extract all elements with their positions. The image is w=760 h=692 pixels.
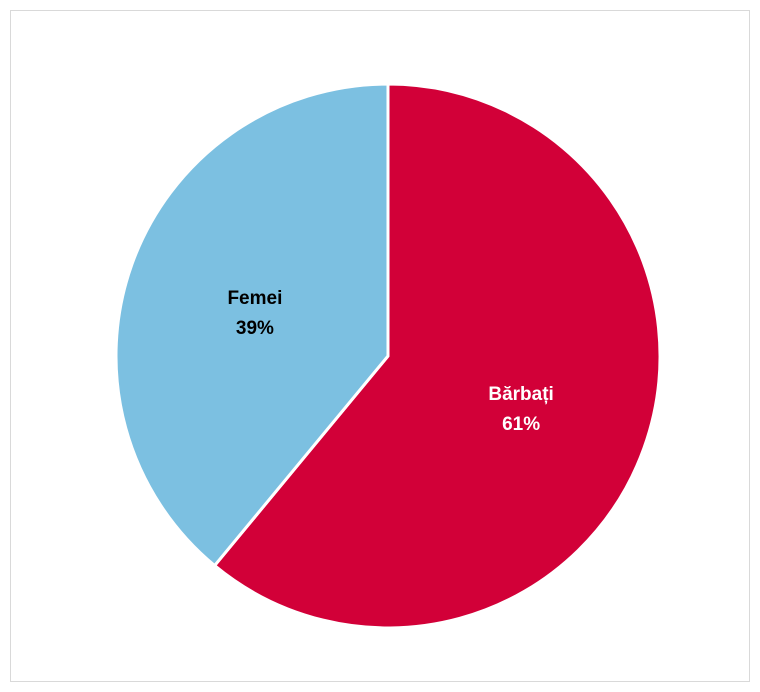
chart-frame: Bărbați 61% Femei 39% xyxy=(10,10,750,682)
slice-category-label: Bărbați xyxy=(488,384,553,405)
pie-chart: Bărbați 61% Femei 39% xyxy=(114,82,662,630)
pie-slice-barbati xyxy=(213,82,662,630)
pie-slice-femei xyxy=(114,82,390,568)
slice-value-label: 61% xyxy=(502,414,540,435)
pie-labels: Bărbați 61% Femei 39% xyxy=(227,288,553,435)
slice-value-label: 39% xyxy=(236,318,274,339)
pie-slices xyxy=(114,82,662,630)
slice-category-label: Femei xyxy=(227,288,282,309)
